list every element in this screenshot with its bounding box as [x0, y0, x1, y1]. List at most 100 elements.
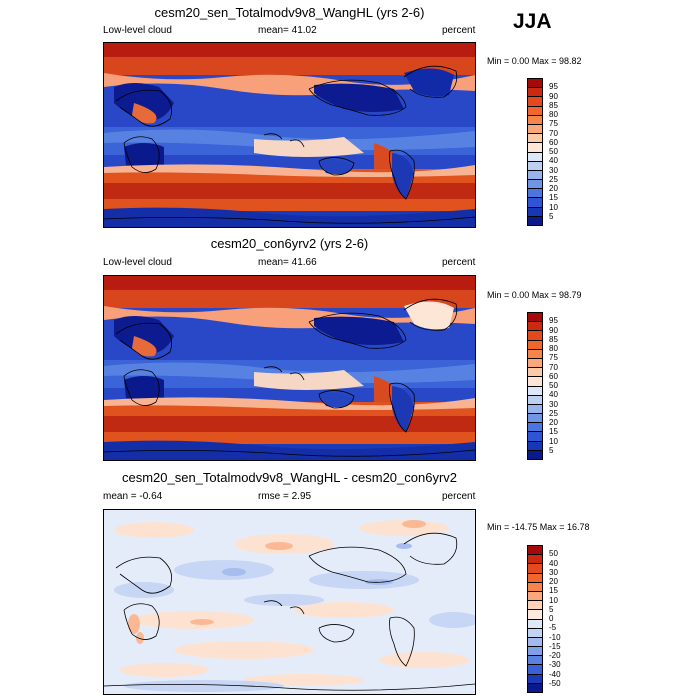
colorbar-swatch — [528, 115, 542, 125]
colorbar-swatch — [528, 349, 542, 359]
colorbar-tick-label: 20 — [549, 184, 558, 193]
colorbar-tick-label: 85 — [549, 335, 558, 344]
panel-1-minmax: Min = 0.00 Max = 98.82 — [487, 56, 582, 66]
colorbar-swatch — [528, 601, 542, 611]
colorbar-tick-label: 40 — [549, 156, 558, 165]
colorbar-swatch — [528, 665, 542, 675]
colorbar-swatch — [528, 564, 542, 574]
colorbar-swatch — [528, 368, 542, 378]
colorbar-tick-label: 95 — [549, 82, 558, 91]
colorbar-swatch — [528, 404, 542, 415]
colorbar-swatch — [528, 143, 542, 153]
colorbar-swatch — [528, 628, 542, 638]
colorbar-swatch — [528, 377, 542, 387]
panel-3-colorbar — [527, 545, 543, 693]
colorbar-swatch — [528, 180, 542, 190]
colorbar-swatch — [528, 656, 542, 666]
colorbar-tick-label: -30 — [549, 660, 561, 669]
panel-3-title: cesm20_sen_Totalmodv9v8_WangHL - cesm20_… — [121, 470, 458, 485]
colorbar-tick-label: 40 — [549, 390, 558, 399]
colorbar-swatch — [528, 423, 542, 433]
colorbar-swatch — [528, 207, 542, 217]
colorbar-swatch — [528, 674, 542, 684]
colorbar-swatch — [528, 313, 542, 323]
colorbar-tick-label: 30 — [549, 166, 558, 175]
panel-3-rmse-label: rmse = 2.95 — [258, 491, 312, 502]
colorbar-tick-label: 5 — [549, 446, 554, 455]
colorbar-tick-label: 0 — [549, 614, 554, 623]
panel-3-units-label: percent — [442, 491, 476, 502]
colorbar-tick-label: 70 — [549, 129, 558, 138]
colorbar-tick-label: 85 — [549, 101, 558, 110]
colorbar-swatch — [528, 647, 542, 657]
panel-1-map — [103, 42, 476, 228]
colorbar-tick-label: 10 — [549, 596, 558, 605]
colorbar-tick-label: 15 — [549, 586, 558, 595]
panel-2-colorbar — [527, 312, 543, 460]
panel-1-title: cesm20_sen_Totalmodv9v8_WangHL (yrs 2-6) — [154, 5, 425, 20]
colorbar-tick-label: 20 — [549, 418, 558, 427]
panel-1-units-label: percent — [442, 25, 476, 36]
colorbar-tick-label: 80 — [549, 344, 558, 353]
colorbar-tick-label: 95 — [549, 316, 558, 325]
colorbar-swatch — [528, 340, 542, 350]
colorbar-tick-label: 30 — [549, 400, 558, 409]
colorbar-tick-label: 50 — [549, 549, 558, 558]
colorbar-swatch — [528, 134, 542, 144]
colorbar-swatch — [528, 79, 542, 89]
colorbar-tick-label: 60 — [549, 372, 558, 381]
panel-2-mean-label: mean= 41.66 — [258, 257, 317, 268]
colorbar-swatch — [528, 124, 542, 135]
colorbar-tick-label: 25 — [549, 175, 558, 184]
panel-2-map-svg — [104, 276, 475, 460]
panel-1-variable-label: Low-level cloud — [103, 25, 172, 36]
colorbar-tick-label: 50 — [549, 381, 558, 390]
panel-2-variable-label: Low-level cloud — [103, 257, 172, 268]
colorbar-swatch — [528, 414, 542, 424]
panel-3-mean-label: mean = -0.64 — [103, 491, 163, 502]
colorbar-swatch — [528, 619, 542, 629]
panel-2-title: cesm20_con6yrv2 (yrs 2-6) — [210, 236, 369, 251]
colorbar-swatch — [528, 106, 542, 116]
panel-3-map-svg — [104, 510, 475, 694]
colorbar-swatch — [528, 322, 542, 332]
panel-1-colorbar — [527, 78, 543, 226]
colorbar-swatch — [528, 610, 542, 620]
colorbar-tick-label: -10 — [549, 633, 561, 642]
colorbar-swatch — [528, 591, 542, 602]
colorbar-swatch — [528, 555, 542, 565]
panel-3-map — [103, 509, 476, 695]
colorbar-swatch — [528, 358, 542, 369]
colorbar-swatch — [528, 395, 542, 405]
colorbar-tick-label: 75 — [549, 119, 558, 128]
colorbar-swatch — [528, 441, 542, 451]
colorbar-tick-label: 40 — [549, 559, 558, 568]
colorbar-swatch — [528, 161, 542, 171]
panel-1-mean-label: mean= 41.02 — [258, 25, 317, 36]
colorbar-tick-label: 20 — [549, 577, 558, 586]
colorbar-tick-label: 90 — [549, 326, 558, 335]
colorbar-swatch — [528, 88, 542, 98]
colorbar-swatch — [528, 152, 542, 162]
colorbar-swatch — [528, 582, 542, 592]
colorbar-swatch — [528, 450, 542, 459]
colorbar-tick-label: 25 — [549, 409, 558, 418]
panel-1-map-svg — [104, 43, 475, 227]
colorbar-tick-label: 60 — [549, 138, 558, 147]
colorbar-tick-label: 70 — [549, 363, 558, 372]
colorbar-swatch — [528, 386, 542, 396]
colorbar-swatch — [528, 216, 542, 225]
colorbar-tick-label: 15 — [549, 193, 558, 202]
panel-2-minmax: Min = 0.00 Max = 98.79 — [487, 290, 582, 300]
season-label: JJA — [513, 10, 552, 33]
colorbar-tick-label: 50 — [549, 147, 558, 156]
colorbar-swatch — [528, 546, 542, 556]
colorbar-tick-label: 90 — [549, 92, 558, 101]
colorbar-tick-label: 15 — [549, 427, 558, 436]
colorbar-swatch — [528, 331, 542, 341]
panel-2-units-label: percent — [442, 257, 476, 268]
panel-3-minmax: Min = -14.75 Max = 16.78 — [487, 522, 590, 532]
colorbar-tick-label: -50 — [549, 679, 561, 688]
colorbar-swatch — [528, 189, 542, 199]
colorbar-tick-label: 30 — [549, 568, 558, 577]
